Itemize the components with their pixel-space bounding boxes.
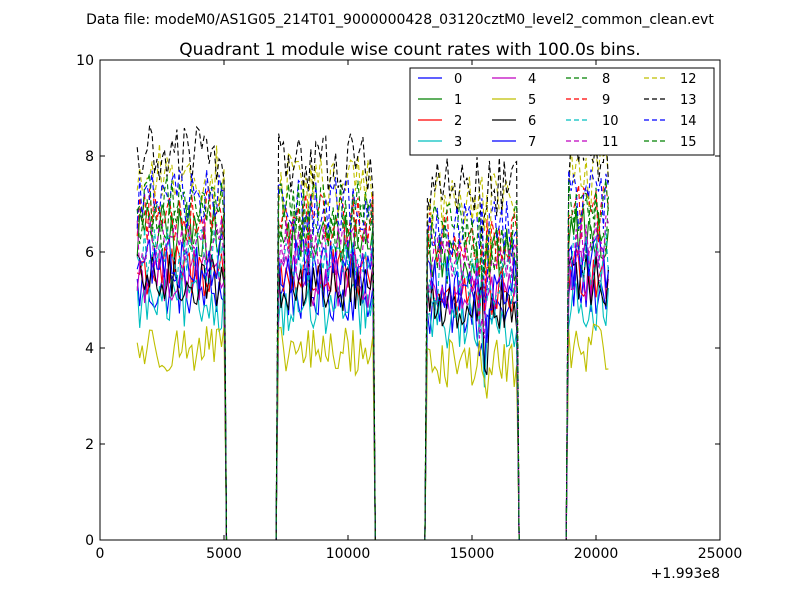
y-tick-label: 10	[76, 53, 94, 69]
x-tick-label: 10000	[326, 546, 371, 562]
y-tick-label: 0	[85, 533, 94, 549]
legend-label-14: 14	[680, 114, 697, 129]
series-line-13	[136, 125, 609, 541]
legend-label-6: 6	[528, 114, 536, 129]
legend-label-8: 8	[602, 72, 610, 87]
legend-label-10: 10	[602, 114, 619, 129]
y-tick-label: 8	[85, 149, 94, 165]
chart-title: Quadrant 1 module wise count rates with …	[179, 40, 640, 60]
x-offset-label: +1.993e8	[651, 566, 720, 582]
legend-label-11: 11	[602, 135, 619, 150]
y-tick-label: 4	[85, 341, 94, 357]
legend-label-0: 0	[454, 72, 462, 87]
x-tick-label: 0	[96, 546, 105, 562]
plot-series-group	[136, 125, 609, 541]
legend-label-9: 9	[602, 93, 610, 108]
x-tick-label: 20000	[574, 546, 619, 562]
plot-frame	[99, 59, 721, 541]
legend-label-4: 4	[528, 72, 536, 87]
legend-label-1: 1	[454, 93, 462, 108]
legend-label-13: 13	[680, 93, 697, 108]
y-tick-label: 6	[85, 245, 94, 261]
x-tick-label: 25000	[698, 546, 743, 562]
legend-label-12: 12	[680, 72, 697, 87]
x-tick-label: 5000	[206, 546, 242, 562]
y-tick-label: 2	[85, 437, 94, 453]
series-line-5	[136, 323, 609, 541]
legend-label-3: 3	[454, 135, 462, 150]
legend-label-5: 5	[528, 93, 536, 108]
legend-label-7: 7	[528, 135, 536, 150]
x-tick-label: 15000	[450, 546, 495, 562]
legend-label-15: 15	[680, 135, 697, 150]
legend-label-2: 2	[454, 114, 462, 129]
data-file-caption: Data file: modeM0/AS1G05_214T01_90000004…	[86, 12, 714, 28]
